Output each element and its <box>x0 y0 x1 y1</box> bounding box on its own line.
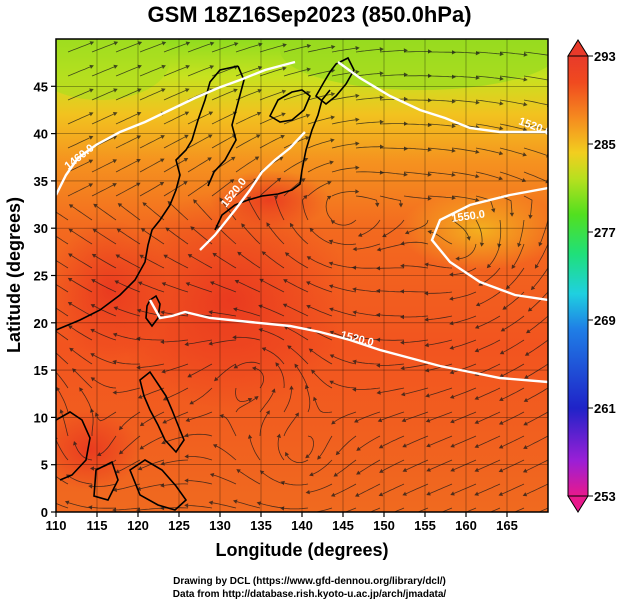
y-axis-title: Latitude (degrees) <box>4 197 24 353</box>
y-tick-label: 10 <box>34 410 48 425</box>
x-tick-label: 155 <box>414 518 436 533</box>
y-tick-label: 15 <box>34 363 48 378</box>
x-tick-label: 115 <box>87 518 108 533</box>
contour-line-1550 <box>430 186 548 302</box>
x-tick-label: 135 <box>250 518 272 533</box>
x-tick-label: 110 <box>46 518 67 533</box>
x-tick-label: 160 <box>455 518 477 533</box>
colorbar-bottom-triangle <box>567 495 589 513</box>
y-tick-label: 45 <box>34 79 48 94</box>
x-tick-label: 120 <box>127 518 149 533</box>
geopotential-contours <box>56 60 548 384</box>
colorbar-label: 285 <box>594 137 616 152</box>
x-tick-label: 150 <box>373 518 395 533</box>
chart-title: GSM 18Z16Sep2023 (850.0hPa) <box>147 2 472 27</box>
contour-line-1520-north <box>337 61 548 134</box>
colorbar-top-triangle <box>567 39 589 57</box>
colorbar-label: 253 <box>594 489 616 504</box>
colorbar-label: 293 <box>594 49 616 64</box>
credit-drawing: Drawing by DCL (https://www.gfd-dennou.o… <box>173 576 446 587</box>
colorbar-label: 269 <box>594 313 616 328</box>
temperature-field <box>56 39 548 512</box>
contour-line-1520-south <box>148 299 548 384</box>
y-tick-label: 0 <box>41 505 48 520</box>
y-tick-label: 25 <box>34 269 48 284</box>
contour-label: 1550.0 <box>451 208 486 225</box>
x-tick-label: 165 <box>496 518 518 533</box>
x-tick-label: 145 <box>332 518 354 533</box>
colorbar: 293 285 277 269 261 253 <box>567 39 616 513</box>
wind-streamlines <box>56 41 548 512</box>
x-tick-label: 140 <box>291 518 313 533</box>
y-tick-label: 40 <box>34 127 48 142</box>
y-tick-label: 30 <box>34 221 48 236</box>
colorbar-label: 277 <box>594 225 616 240</box>
coastlines <box>56 56 355 511</box>
x-tick-label: 130 <box>209 518 231 533</box>
y-axis: 0 5 10 15 20 25 30 35 40 45 <box>34 79 56 520</box>
contour-line-1520-mid <box>199 131 306 251</box>
x-axis: 110 115 120 125 130 135 140 145 150 155 160 165 <box>46 512 518 533</box>
contour-line-1460 <box>56 60 296 196</box>
y-tick-label: 35 <box>34 174 48 189</box>
colorbar-bar <box>567 55 589 497</box>
y-tick-label: 20 <box>34 316 48 331</box>
x-axis-title: Longitude (degrees) <box>215 540 388 560</box>
credit-data-source: Data from http://database.rish.kyoto-u.a… <box>172 589 447 600</box>
colorbar-label: 261 <box>594 401 616 416</box>
x-tick-label: 125 <box>168 518 190 533</box>
y-tick-label: 5 <box>41 458 48 473</box>
